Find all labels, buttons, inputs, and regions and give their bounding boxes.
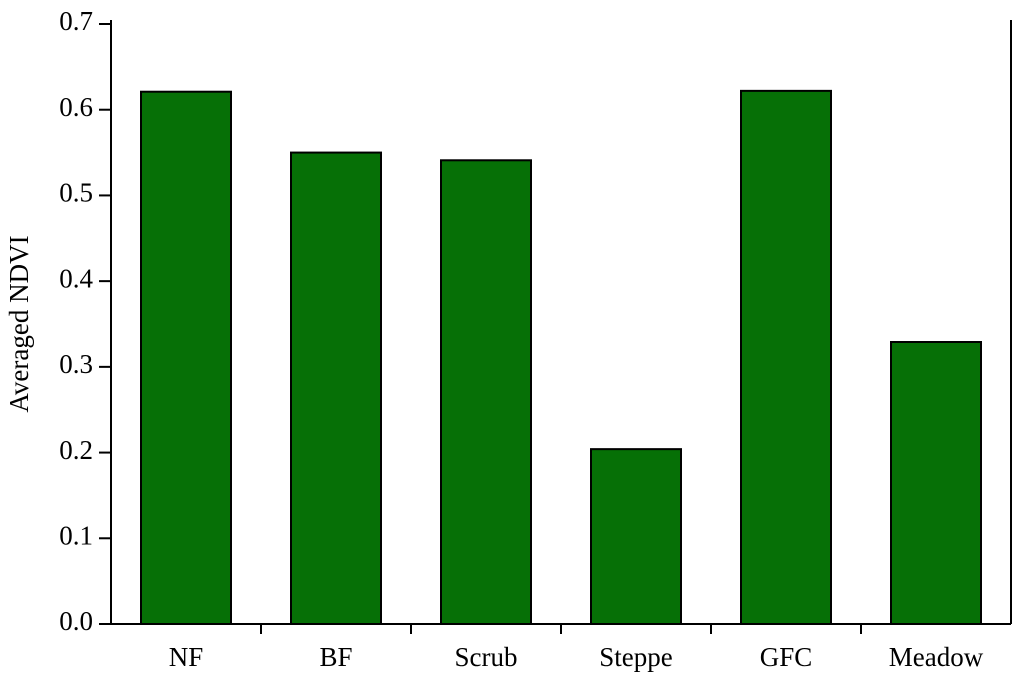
bar: [890, 341, 982, 625]
x-tick-label: GFC: [760, 642, 813, 672]
x-tick-label: Meadow: [889, 642, 984, 672]
y-tick-label: 0.7: [59, 6, 93, 36]
bar: [140, 90, 232, 625]
y-tick-label: 0.6: [59, 92, 93, 122]
y-tick-label: 0.0: [59, 606, 93, 636]
bar: [740, 89, 832, 626]
y-tick-label: 0.5: [59, 178, 93, 208]
bar: [440, 159, 532, 626]
x-tick-label: Scrub: [455, 642, 518, 672]
bar: [590, 448, 682, 625]
bar: [290, 151, 382, 625]
x-tick-label: BF: [319, 642, 352, 672]
y-axis-label: Averaged NDVI: [4, 235, 34, 412]
x-tick-label: Steppe: [599, 642, 673, 672]
x-tick-label: NF: [169, 642, 204, 672]
y-tick-label: 0.3: [59, 349, 93, 379]
y-tick-label: 0.4: [59, 263, 93, 293]
y-tick-label: 0.2: [59, 435, 93, 465]
y-tick-label: 0.1: [59, 520, 93, 550]
